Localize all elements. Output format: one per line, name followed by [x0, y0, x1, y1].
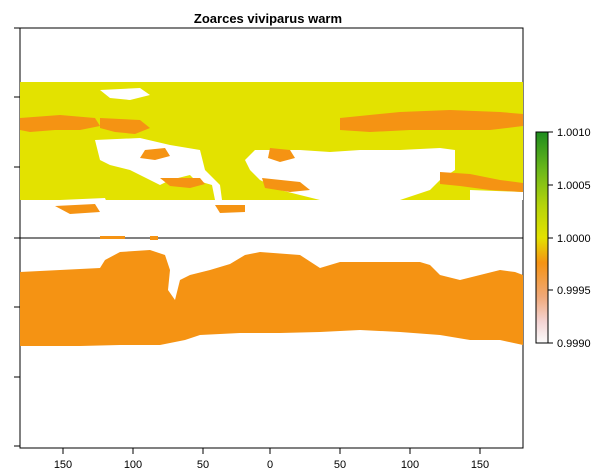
north-orange-1 — [20, 115, 100, 132]
x-tick-label: 150 — [471, 459, 489, 471]
y-axis — [14, 27, 20, 447]
legend-label: 1.0005 — [557, 180, 591, 192]
north-orange-6 — [160, 178, 205, 188]
x-tick-label: 0 — [267, 459, 273, 471]
north-orange-9 — [55, 204, 100, 214]
equator-mark-2 — [150, 236, 158, 240]
north-gap-4 — [470, 190, 523, 200]
legend: 1.0010 1.0005 1.0000 0.9995 0.9990 — [535, 127, 591, 350]
south-raster — [20, 250, 523, 346]
north-gap-1 — [95, 138, 222, 200]
north-orange-10 — [215, 205, 245, 213]
north-orange-4 — [140, 148, 170, 160]
north-orange-8 — [440, 172, 523, 192]
legend-label: 0.9990 — [557, 338, 591, 350]
legend-colorbar — [535, 131, 549, 344]
north-orange-patches — [20, 110, 523, 214]
north-orange-2 — [100, 118, 150, 134]
x-tick-label: 100 — [124, 459, 142, 471]
x-tick-label: 50 — [334, 459, 346, 471]
legend-label: 0.9995 — [557, 285, 591, 297]
x-tick-label: 50 — [197, 459, 209, 471]
north-orange-3 — [340, 110, 523, 132]
equator-mark-1 — [100, 236, 125, 239]
x-tick-label: 150 — [54, 459, 72, 471]
north-orange-5 — [268, 148, 295, 162]
north-orange-7 — [262, 178, 310, 192]
legend-label: 1.0000 — [557, 233, 591, 245]
legend-label: 1.0010 — [557, 127, 591, 139]
x-tick-label: 100 — [401, 459, 419, 471]
x-axis: 150 100 50 0 50 100 150 — [54, 448, 489, 471]
south-band — [20, 250, 523, 346]
north-gap-5 — [100, 88, 150, 100]
plot-title: Zoarces viviparus warm — [194, 11, 342, 26]
